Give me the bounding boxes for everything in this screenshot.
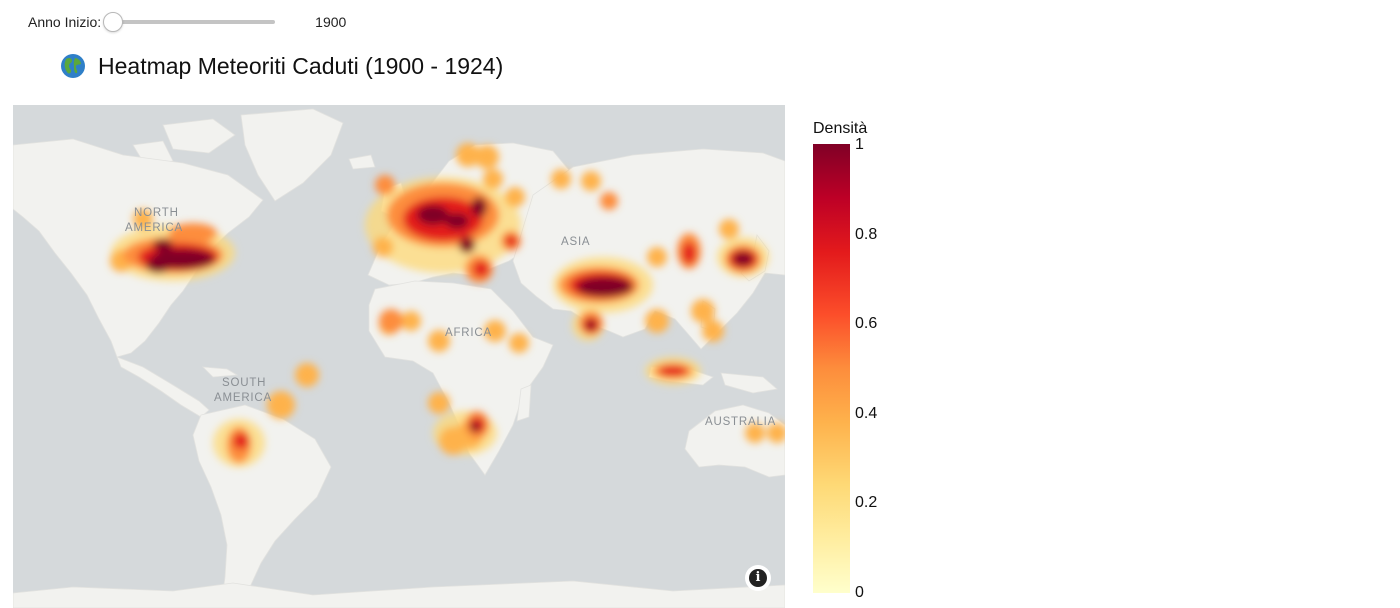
colorbar-tick-1: 1 [855, 136, 864, 153]
heatmap-map[interactable]: NORTH AMERICA SOUTH AMERICA AFRICA ASIA … [13, 105, 785, 608]
label-asia: ASIA [561, 236, 590, 248]
map-canvas[interactable]: NORTH AMERICA SOUTH AMERICA AFRICA ASIA … [13, 105, 785, 608]
label-africa: AFRICA [445, 327, 492, 339]
colorbar-tick-0-8: 0.8 [855, 226, 878, 243]
label-south-america-1: SOUTH [222, 377, 266, 389]
year-slider-row: Anno Inizio: 1900 [28, 10, 346, 34]
heat-layer [110, 143, 785, 467]
colorbar-tick-0-4: 0.4 [855, 405, 878, 422]
colorbar-tick-0: 0 [855, 584, 864, 601]
slider-value: 1900 [315, 14, 347, 30]
year-slider-thumb[interactable] [103, 12, 124, 32]
globe-americas-icon [61, 54, 85, 78]
chart-title-row: Heatmap Meteoriti Caduti (1900 - 1924) [60, 50, 503, 82]
chart-title: Heatmap Meteoriti Caduti (1900 - 1924) [98, 52, 504, 79]
label-australia: AUSTRALIA [705, 416, 776, 428]
slider-label: Anno Inizio: [28, 14, 102, 30]
colorbar-tick-0-6: 0.6 [855, 315, 878, 332]
colorbar-title: Densità [813, 120, 868, 137]
label-north-america-1: NORTH [134, 207, 179, 219]
continent-labels: NORTH AMERICA SOUTH AMERICA AFRICA ASIA … [125, 207, 776, 428]
info-icon: i [749, 569, 767, 587]
year-slider-track[interactable] [103, 12, 276, 32]
label-south-america-2: AMERICA [214, 392, 272, 404]
map-info-button[interactable]: i [745, 565, 771, 591]
colorbar-tick-0-2: 0.2 [855, 494, 878, 511]
label-north-america-2: AMERICA [125, 222, 183, 234]
colorbar [813, 144, 850, 593]
